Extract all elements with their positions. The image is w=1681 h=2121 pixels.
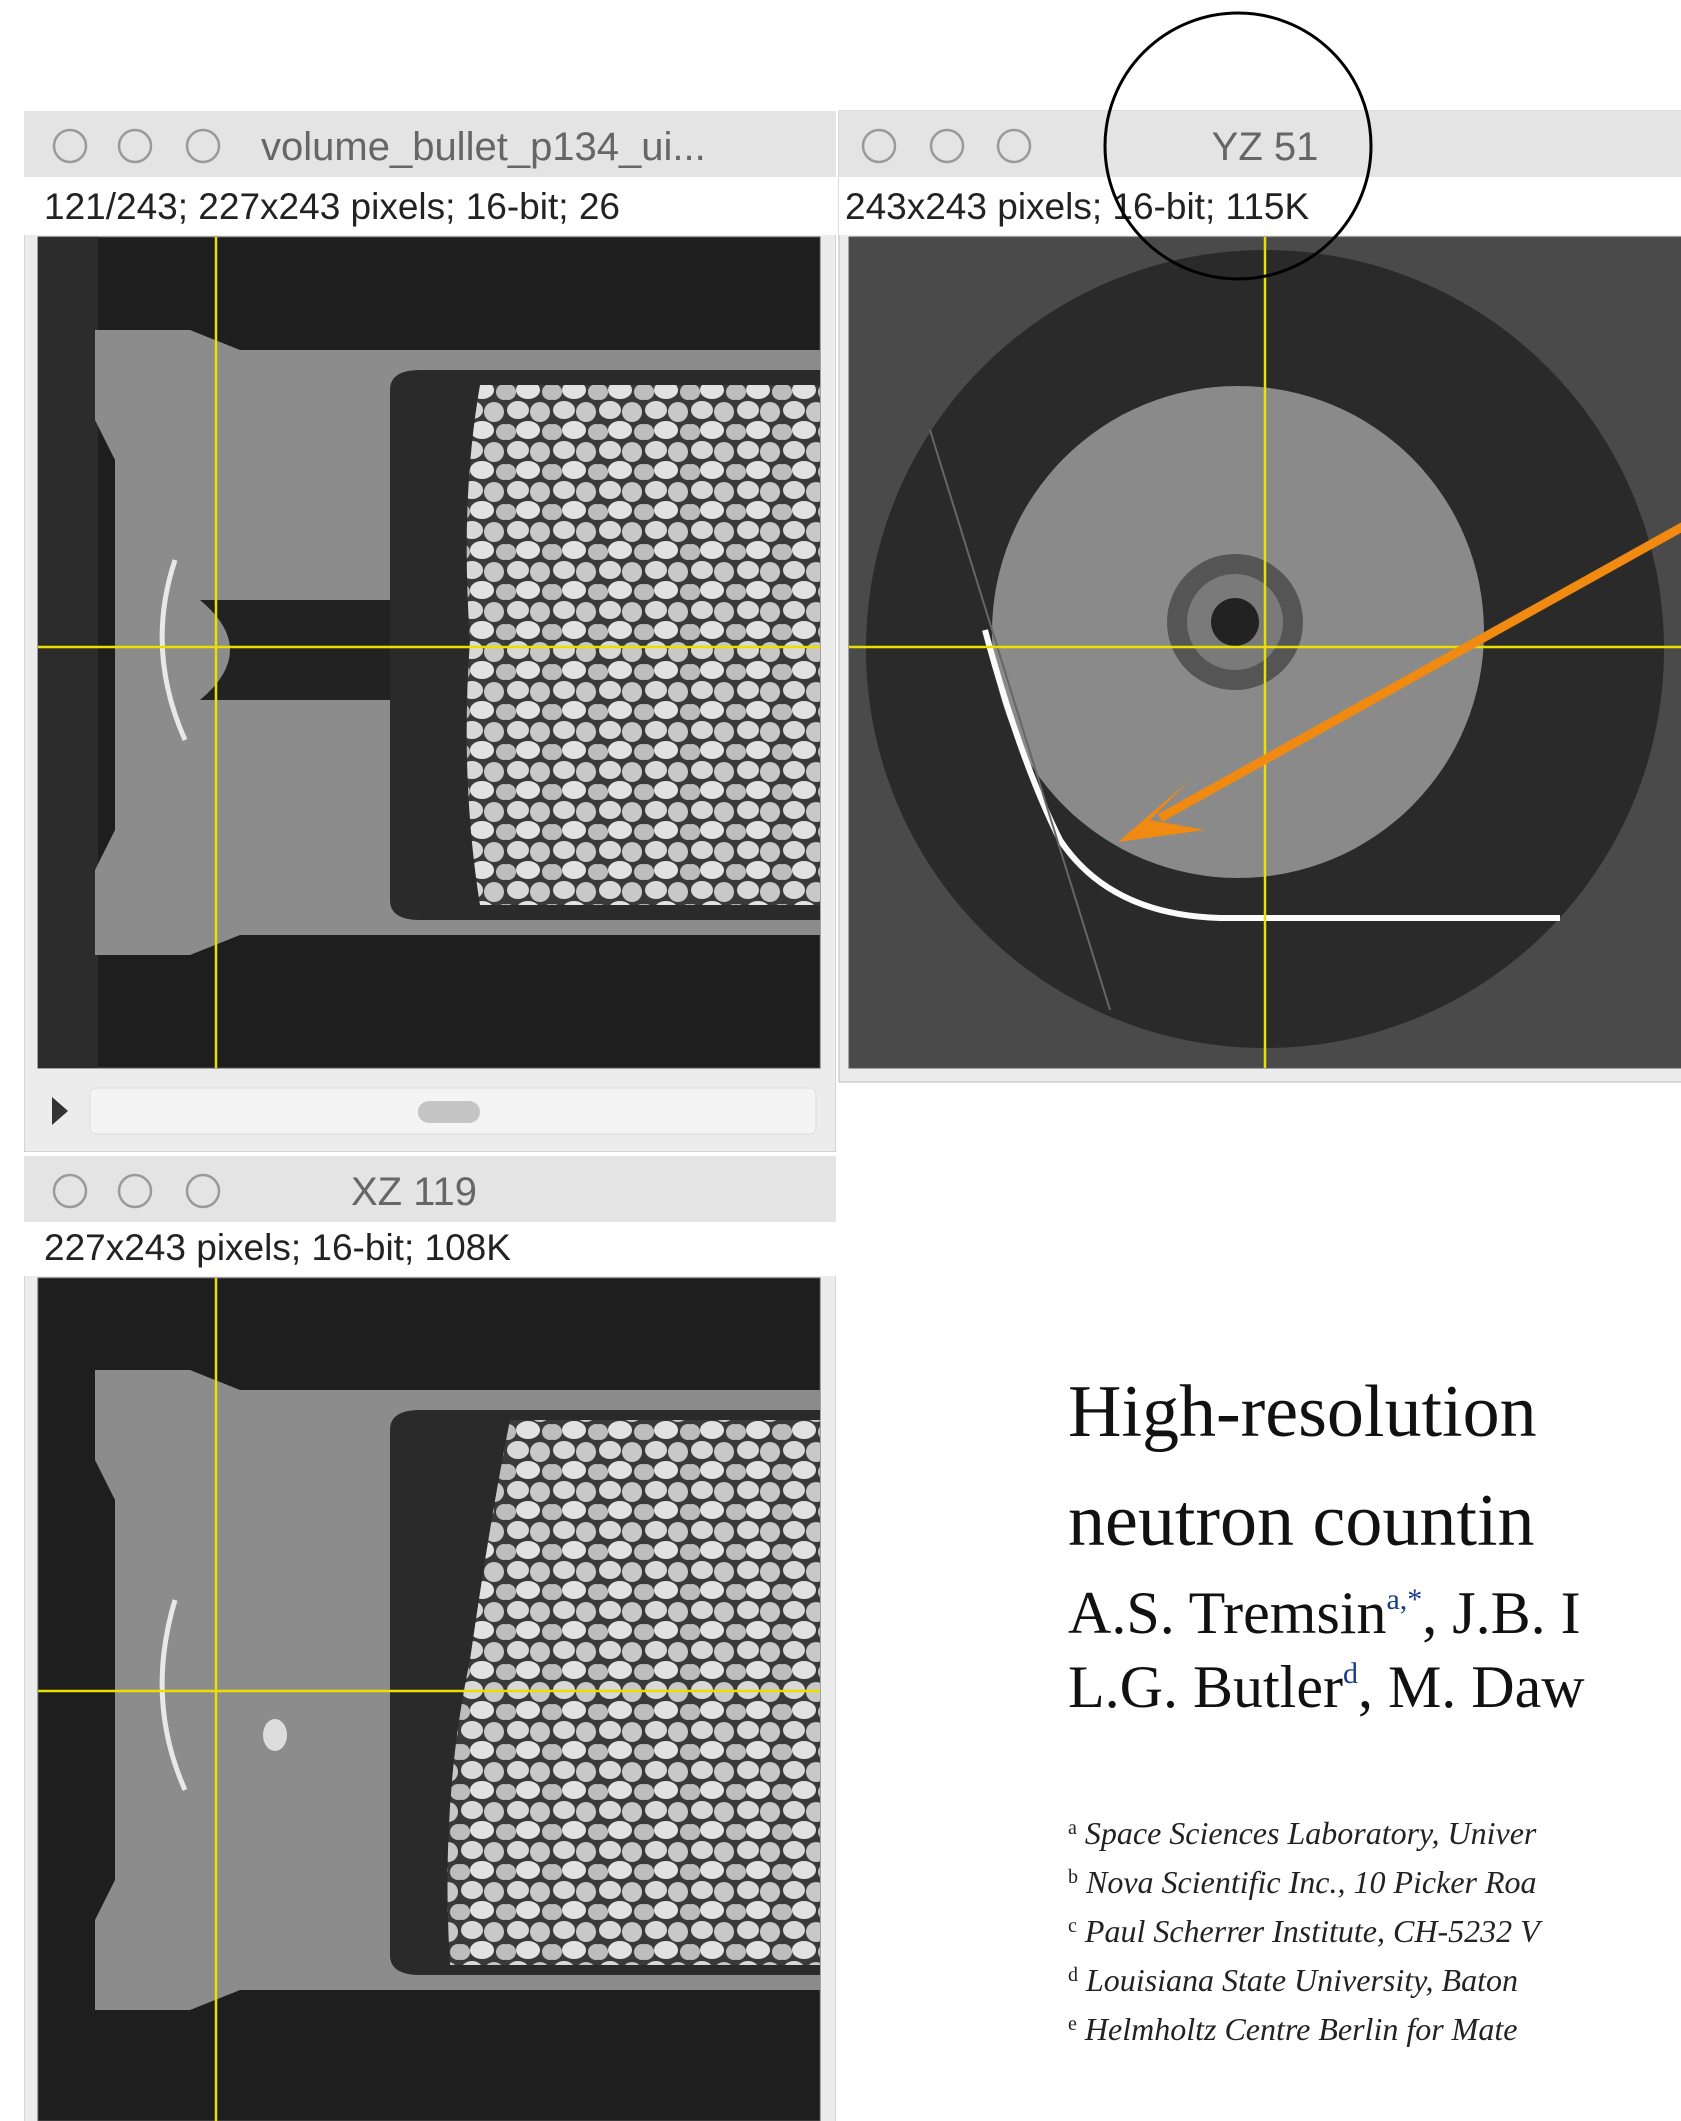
ct-image — [37, 1277, 821, 2121]
affiliation-text: Space Sciences Laboratory, Univer — [1085, 1815, 1537, 1851]
close-button[interactable] — [52, 1173, 88, 1209]
author-line: L.G. Butlerd, M. Daw — [1068, 1654, 1585, 1720]
window-title: XZ 119 — [351, 1170, 477, 1214]
affiliation: d Louisiana State University, Baton — [1068, 1962, 1518, 1998]
title-bar — [839, 111, 1681, 177]
info-bar — [24, 1222, 836, 1276]
window-stack: volume_bullet_p134_ui... 121/243; 227x24… — [24, 111, 836, 1152]
close-button[interactable] — [52, 128, 88, 164]
author: , M. Daw — [1358, 1654, 1585, 1720]
affiliation-mark: b — [1068, 1866, 1078, 1888]
image-info: 121/243; 227x243 pixels; 16-bit; 26 — [44, 186, 620, 227]
window-title: YZ 51 — [1212, 125, 1319, 169]
close-button[interactable] — [861, 128, 897, 164]
highlight-circle — [1103, 11, 1373, 281]
affiliation: a Space Sciences Laboratory, Univer — [1068, 1815, 1537, 1851]
author-mark[interactable]: d — [1343, 1657, 1358, 1690]
affiliation-mark: c — [1068, 1915, 1077, 1937]
author: L.G. Butler — [1068, 1654, 1343, 1720]
minimize-button[interactable] — [117, 1173, 153, 1209]
slice-slider[interactable] — [52, 1087, 817, 1135]
author-mark[interactable]: a,* — [1386, 1583, 1422, 1616]
affiliation-text: Paul Scherrer Institute, CH-5232 V — [1084, 1913, 1543, 1949]
window-title: volume_bullet_p134_ui... — [261, 125, 706, 169]
ct-image — [848, 236, 1681, 1069]
paper-title-line: High-resolution — [1068, 1371, 1537, 1453]
info-bar — [839, 177, 1681, 235]
annotation-arrow — [1118, 522, 1681, 842]
affiliation-text: Nova Scientific Inc., 10 Picker Roa — [1085, 1864, 1537, 1900]
author-line: A.S. Tremsina,*, J.B. I — [1068, 1580, 1581, 1646]
paper-title-line: neutron countin — [1068, 1480, 1535, 1562]
info-bar — [24, 177, 836, 235]
zoom-button[interactable] — [996, 128, 1032, 164]
affiliation-mark: a — [1068, 1817, 1077, 1839]
minimize-button[interactable] — [929, 128, 965, 164]
affiliation-text: Helmholtz Centre Berlin for Mate — [1084, 2011, 1518, 2047]
affiliation: e Helmholtz Centre Berlin for Mate — [1068, 2011, 1517, 2047]
image-info: 243x243 pixels; 16-bit; 115K — [845, 186, 1310, 227]
affiliations: a Space Sciences Laboratory, Univer b Nova … — [1068, 1815, 1543, 2047]
zoom-button[interactable] — [185, 128, 221, 164]
window-yz: YZ 51 243x243 pixels; 16-bit; 115K — [838, 110, 1681, 1083]
affiliation: b Nova Scientific Inc., 10 Picker Roa — [1068, 1864, 1537, 1900]
title-bar — [24, 1156, 836, 1222]
window-xz: XZ 119 227x243 pixels; 16-bit; 108K — [24, 1156, 836, 2121]
zoom-button[interactable] — [185, 1173, 221, 1209]
affiliation-mark: d — [1068, 1964, 1078, 1986]
author: , J.B. I — [1422, 1580, 1580, 1646]
paper-header: High-resolution neutron countin A.S. Tre… — [1068, 1371, 1585, 2047]
affiliation-text: Louisiana State University, Baton — [1085, 1962, 1518, 1998]
author: A.S. Tremsin — [1068, 1580, 1386, 1646]
image-info: 227x243 pixels; 16-bit; 108K — [44, 1227, 511, 1268]
affiliation-mark: e — [1068, 2013, 1077, 2035]
minimize-button[interactable] — [117, 128, 153, 164]
title-bar — [24, 111, 836, 177]
affiliation: c Paul Scherrer Institute, CH-5232 V — [1068, 1913, 1543, 1949]
ct-image — [37, 236, 821, 1069]
